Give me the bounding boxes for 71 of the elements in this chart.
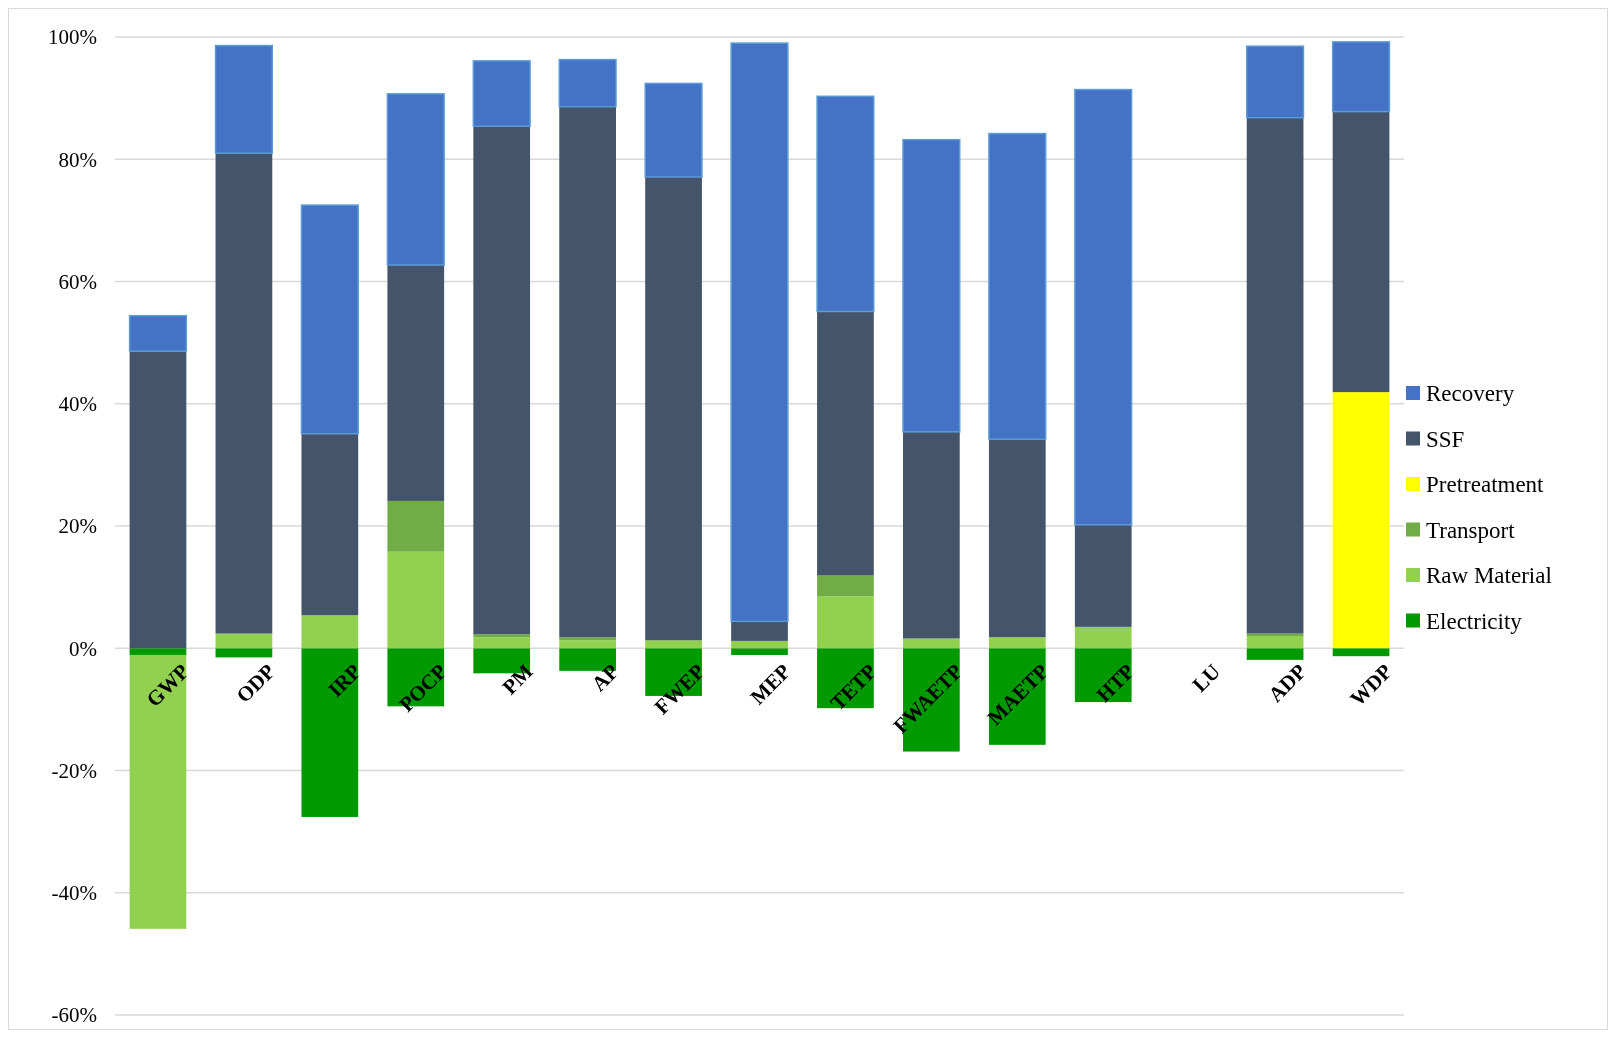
x-tick-label: IRP — [323, 659, 366, 702]
bar — [215, 648, 273, 658]
bar — [988, 439, 1046, 638]
bar — [387, 265, 445, 501]
bar — [473, 634, 531, 638]
y-tick-label: 100% — [48, 25, 97, 50]
bar — [559, 640, 616, 649]
bar — [1332, 648, 1390, 657]
y-tick-label: 20% — [58, 514, 97, 539]
y-tick-label: -20% — [51, 758, 97, 783]
bar — [215, 153, 273, 634]
bar — [817, 311, 874, 576]
y-tick-label: -60% — [51, 1003, 97, 1028]
bar — [129, 648, 187, 655]
x-tick-label: LU — [1187, 659, 1226, 697]
x-tick-label: PM — [497, 659, 538, 700]
bar — [730, 42, 789, 623]
bar — [816, 95, 875, 313]
bar — [903, 431, 960, 639]
bar — [1246, 636, 1304, 649]
bar — [472, 60, 531, 127]
y-tick-label: 40% — [58, 392, 97, 417]
y-tick-label: 0% — [69, 636, 97, 661]
bar — [387, 551, 445, 649]
bar — [1074, 524, 1132, 627]
bar — [1246, 648, 1304, 660]
legend-label: Transport — [1426, 517, 1516, 543]
bar — [644, 82, 703, 178]
bar — [301, 615, 359, 649]
bar — [129, 351, 187, 649]
bar — [301, 648, 359, 817]
bar — [817, 575, 874, 597]
bar — [473, 126, 531, 635]
bar — [559, 637, 616, 641]
bar — [473, 637, 531, 649]
bar — [387, 500, 445, 552]
bar — [988, 637, 1046, 649]
legend-label: Electricity — [1426, 608, 1523, 634]
bar — [645, 640, 702, 649]
bar — [559, 106, 616, 638]
bar — [645, 176, 702, 641]
bar — [558, 58, 617, 108]
y-tick-label: -40% — [51, 881, 97, 906]
bar — [215, 633, 273, 649]
bar — [129, 654, 187, 929]
y-tick-label: 80% — [58, 147, 97, 172]
bar — [128, 314, 188, 352]
bar — [1332, 111, 1390, 393]
bar — [301, 433, 359, 616]
legend-label: Raw Material — [1426, 563, 1552, 589]
bar — [817, 596, 874, 649]
bar — [1331, 41, 1391, 113]
bar — [731, 640, 788, 649]
bar — [300, 204, 359, 435]
bar — [903, 638, 960, 649]
bar — [1246, 117, 1304, 634]
legend-label: SSF — [1426, 426, 1465, 452]
bar — [902, 138, 961, 433]
y-tick-label: 60% — [58, 269, 97, 294]
bar — [1074, 626, 1132, 649]
bar — [988, 132, 1047, 440]
bar — [386, 93, 445, 266]
legend-label: Recovery — [1426, 381, 1515, 407]
x-tick-label: AP — [586, 659, 624, 696]
bar — [214, 44, 274, 154]
bar — [1245, 45, 1305, 119]
bar — [1074, 88, 1133, 526]
bar — [731, 648, 788, 655]
legend-label: Pretreatment — [1426, 472, 1545, 498]
bar — [731, 621, 788, 641]
bar — [1332, 392, 1390, 649]
